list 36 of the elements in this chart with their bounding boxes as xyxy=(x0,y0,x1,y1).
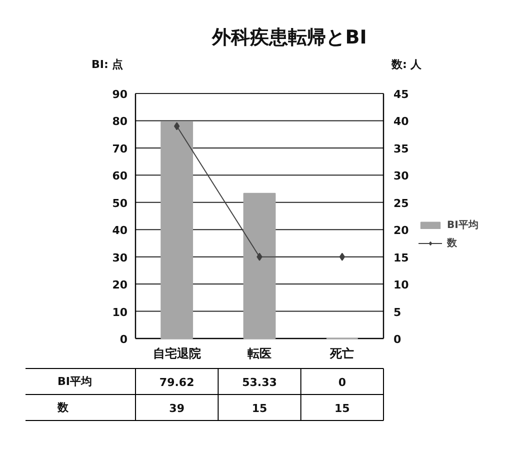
y-tick-label: 70 xyxy=(112,142,128,156)
x-tick-label: 自宅退院 xyxy=(152,346,201,360)
y-tick-label: 30 xyxy=(112,251,128,264)
y2-tick-label: 45 xyxy=(394,88,409,101)
chart-title: 外科疾患転帰とBI xyxy=(211,26,367,48)
text: 数 xyxy=(58,401,68,414)
y-tick-label: 10 xyxy=(112,306,128,319)
y2-tick-label: 0 xyxy=(394,333,402,346)
legend-label: 数 xyxy=(447,236,458,250)
text: BI平均 xyxy=(58,375,92,388)
y2-tick-label: 20 xyxy=(394,224,410,238)
y2-tick-label: 15 xyxy=(394,251,409,264)
data-label: 15 xyxy=(252,402,268,415)
y2-tick-label: 25 xyxy=(394,196,409,210)
y-tick-label: 50 xyxy=(112,196,128,210)
legend-label: BI平均 xyxy=(447,218,478,232)
y2-axis-title: 数: 人 xyxy=(390,58,423,71)
y-tick-label: 20 xyxy=(112,278,128,292)
x-tick-label: 死亡 xyxy=(329,346,354,360)
y2-tick-label: 10 xyxy=(394,278,410,292)
y-tick-label: 60 xyxy=(112,170,128,183)
data-label: 53.33 xyxy=(242,376,277,389)
y2-tick-label: 30 xyxy=(394,170,410,183)
data-label: 0 xyxy=(338,376,346,389)
y-tick-label: 40 xyxy=(112,224,128,238)
y2-tick-label: 40 xyxy=(394,115,410,128)
y-tick-label: 80 xyxy=(112,115,128,128)
y-tick-label: 0 xyxy=(120,333,128,346)
data-label: 39 xyxy=(169,402,184,415)
y-axis-title: BI: 点 xyxy=(92,58,124,71)
data-label: 15 xyxy=(334,402,350,415)
y2-tick-label: 35 xyxy=(394,142,409,156)
data-label: 79.62 xyxy=(159,376,194,389)
y2-tick-label: 5 xyxy=(394,306,402,319)
x-tick-label: 転医 xyxy=(248,346,272,360)
y-tick-label: 90 xyxy=(112,88,128,101)
